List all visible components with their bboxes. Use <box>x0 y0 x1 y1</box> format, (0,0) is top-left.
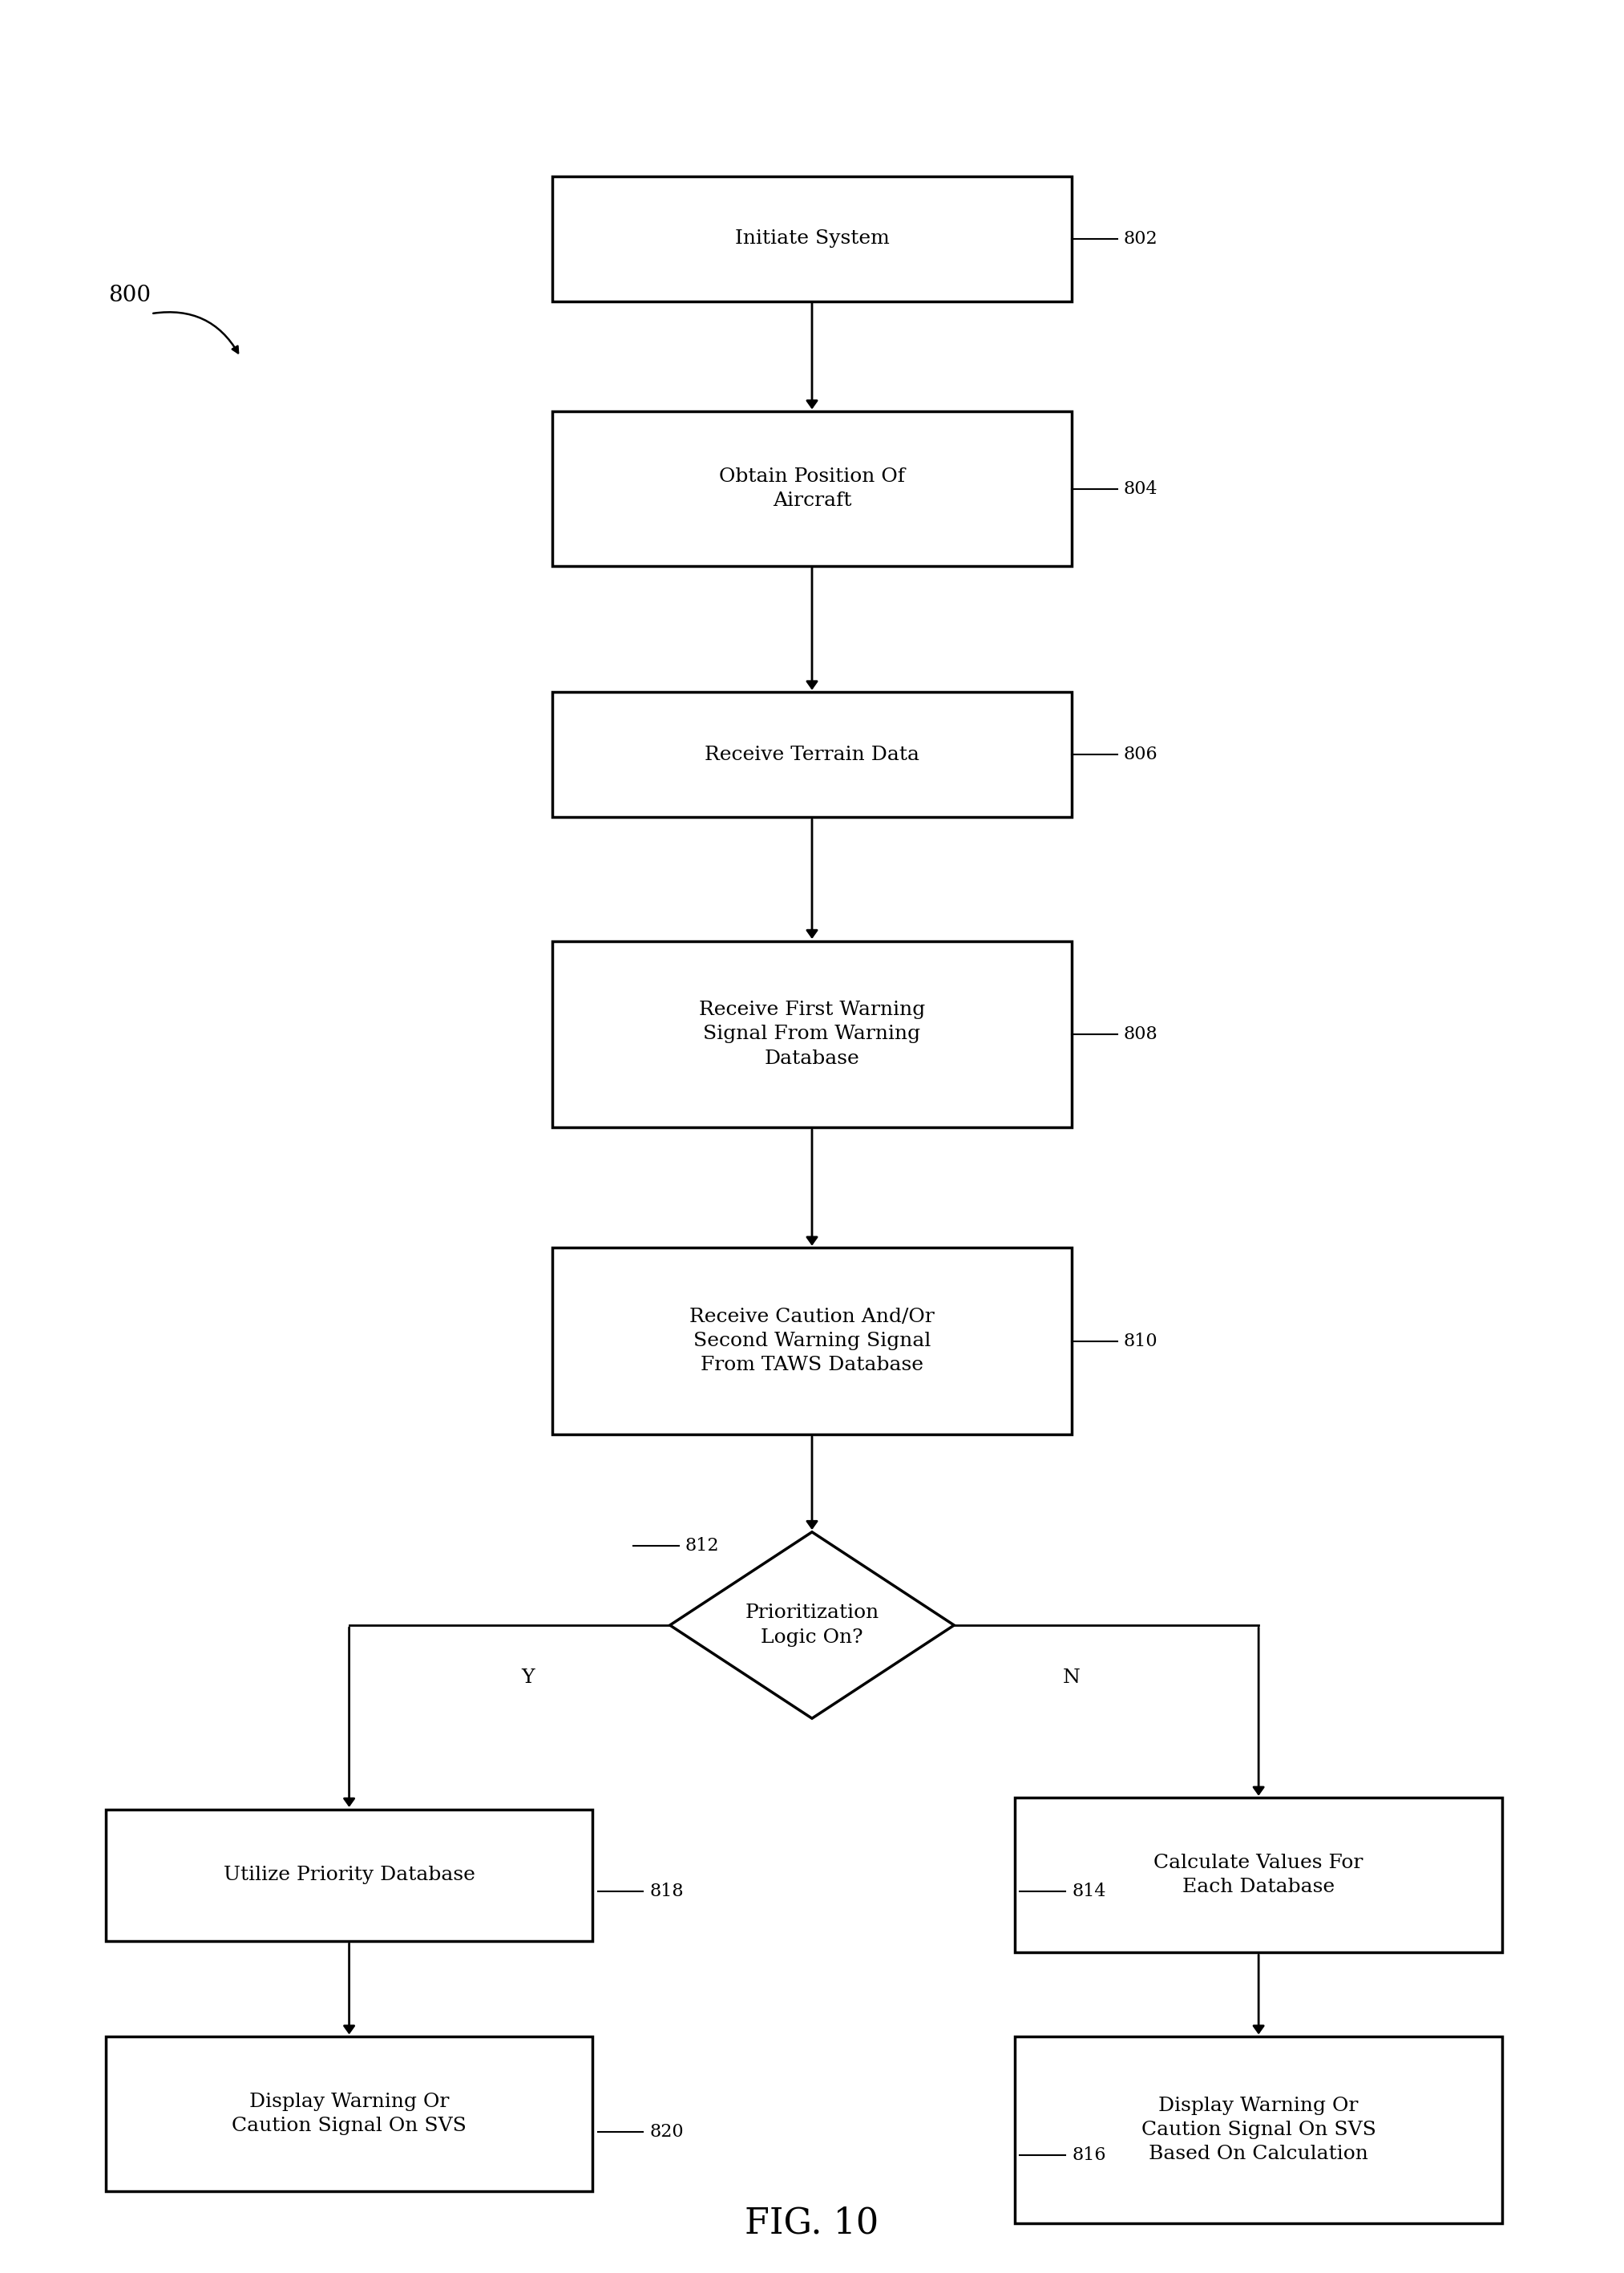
Text: Obtain Position Of
Aircraft: Obtain Position Of Aircraft <box>719 468 905 509</box>
Text: Receive Terrain Data: Receive Terrain Data <box>705 746 919 764</box>
FancyBboxPatch shape <box>552 411 1072 566</box>
FancyBboxPatch shape <box>552 1248 1072 1434</box>
FancyBboxPatch shape <box>552 691 1072 818</box>
Text: Calculate Values For
Each Database: Calculate Values For Each Database <box>1153 1855 1364 1896</box>
FancyBboxPatch shape <box>1015 2037 1502 2223</box>
FancyBboxPatch shape <box>1015 1798 1502 1953</box>
Text: Receive First Warning
Signal From Warning
Database: Receive First Warning Signal From Warnin… <box>698 1000 926 1068</box>
Text: 818: 818 <box>650 1882 684 1900</box>
Text: 814: 814 <box>1072 1882 1106 1900</box>
Text: Utilize Priority Database: Utilize Priority Database <box>224 1866 474 1884</box>
Text: Display Warning Or
Caution Signal On SVS: Display Warning Or Caution Signal On SVS <box>232 2093 466 2134</box>
FancyArrowPatch shape <box>153 311 239 352</box>
Text: N: N <box>1064 1668 1080 1687</box>
Text: 802: 802 <box>1124 230 1158 248</box>
Text: 806: 806 <box>1124 746 1158 764</box>
Text: Initiate System: Initiate System <box>734 230 890 248</box>
Polygon shape <box>669 1532 955 1718</box>
Text: 812: 812 <box>685 1537 719 1555</box>
Text: 820: 820 <box>650 2123 684 2141</box>
Text: Display Warning Or
Caution Signal On SVS
Based On Calculation: Display Warning Or Caution Signal On SVS… <box>1142 2096 1376 2164</box>
Text: FIG. 10: FIG. 10 <box>745 2205 879 2241</box>
Text: 816: 816 <box>1072 2146 1106 2164</box>
Text: Y: Y <box>521 1668 534 1687</box>
Text: 808: 808 <box>1124 1025 1158 1043</box>
Text: 800: 800 <box>109 284 151 307</box>
FancyBboxPatch shape <box>106 1809 593 1941</box>
Text: Receive Caution And/Or
Second Warning Signal
From TAWS Database: Receive Caution And/Or Second Warning Si… <box>690 1307 934 1375</box>
Text: 804: 804 <box>1124 480 1158 498</box>
FancyBboxPatch shape <box>552 177 1072 302</box>
Text: 810: 810 <box>1124 1332 1158 1350</box>
FancyBboxPatch shape <box>106 2037 593 2191</box>
Text: Prioritization
Logic On?: Prioritization Logic On? <box>745 1605 879 1646</box>
FancyBboxPatch shape <box>552 941 1072 1127</box>
